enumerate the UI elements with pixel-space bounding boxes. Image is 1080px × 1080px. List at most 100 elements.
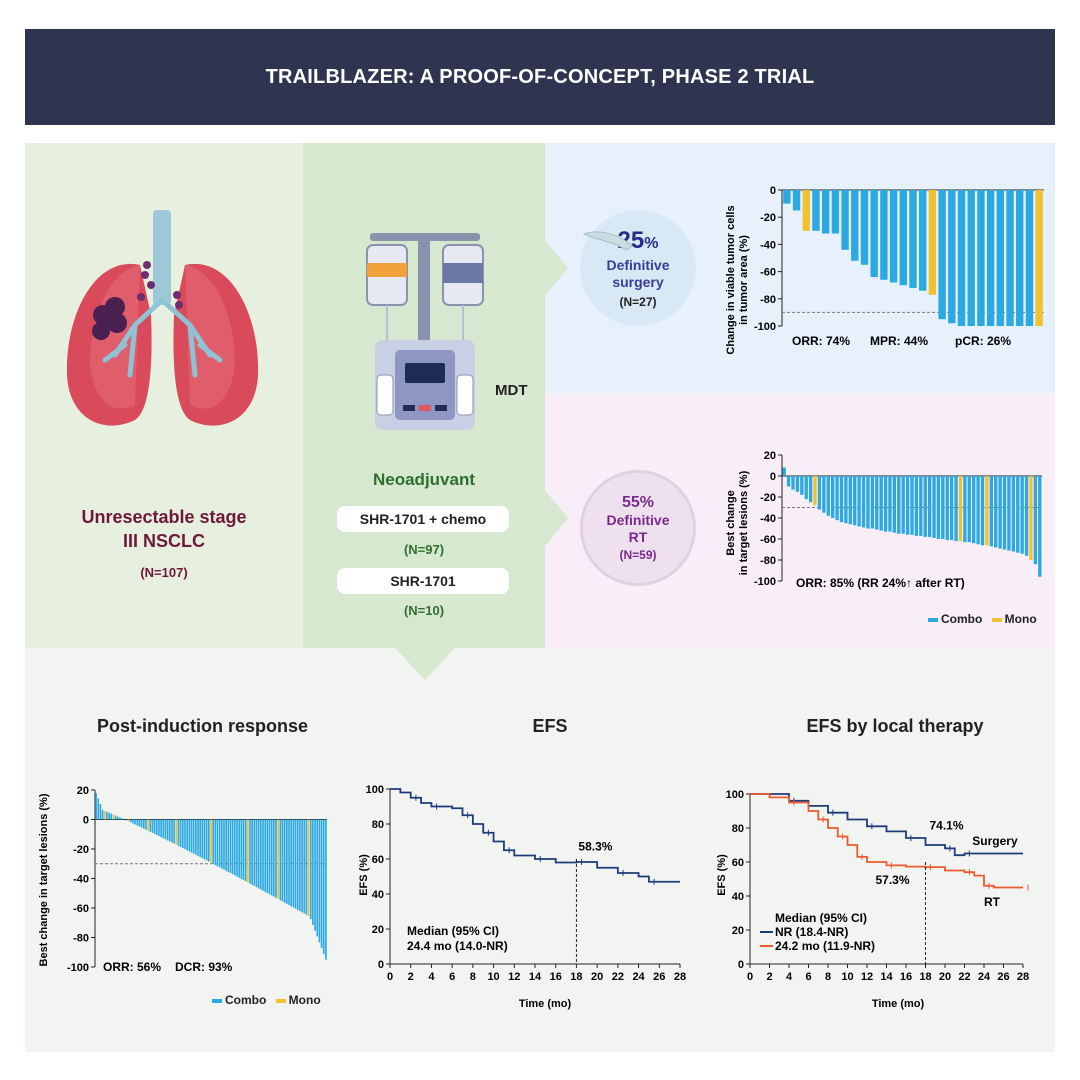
post-bar xyxy=(234,819,236,876)
rt-bar xyxy=(813,476,817,506)
legend-mono-swatch xyxy=(991,617,1002,622)
post-bar xyxy=(112,814,115,820)
post-bar xyxy=(177,819,180,846)
efs-xtick-label: 2 xyxy=(408,971,414,983)
rt-bar xyxy=(901,476,905,534)
post-bar xyxy=(164,819,167,840)
post-bar xyxy=(197,819,199,856)
post-ytick-label: -20 xyxy=(73,844,89,856)
rt-ytick-label: -60 xyxy=(760,534,776,546)
efsl-marker-surgery: 74.1% xyxy=(930,819,964,833)
post-bar xyxy=(325,819,327,960)
surgery-bar xyxy=(812,190,820,231)
surgery-bar xyxy=(792,190,801,211)
efs-xtick-label: 8 xyxy=(470,971,476,983)
rt-bar xyxy=(980,476,985,546)
rt-circle: 55% Definitive RT (N=59) xyxy=(580,470,696,586)
efs-xtick-label: 20 xyxy=(591,971,603,983)
rt-ytick-label: -100 xyxy=(754,576,776,588)
rt-bar xyxy=(844,476,848,524)
efsl-xtick-label: 10 xyxy=(841,971,853,983)
rt-bar xyxy=(800,476,804,495)
rt-waterfall-chart: 20 0 -20 -40 -60 -80 -100 Best change in targe… xyxy=(725,450,1042,590)
arm1-n: (N=97) xyxy=(403,542,445,557)
efsl-xtick-label: 24 xyxy=(978,971,991,983)
efs-xtick-label: 10 xyxy=(487,971,499,983)
post-bar xyxy=(147,819,149,831)
post-bar xyxy=(190,819,193,853)
post-bar xyxy=(179,819,182,847)
post-induction-title: Post-induction response xyxy=(96,716,309,736)
efs-xtick-label: 18 xyxy=(570,971,582,983)
efsl-xtick-label: 16 xyxy=(900,971,912,983)
post-bar xyxy=(266,819,269,894)
efsl-ytick-label: 0 xyxy=(738,959,744,971)
post-bar xyxy=(294,819,297,909)
rt-bar xyxy=(1029,476,1033,560)
post-legend-combo-swatch xyxy=(212,998,222,1003)
post-bar xyxy=(307,819,310,916)
efs-xtick-label: 0 xyxy=(387,971,393,983)
post-bar xyxy=(151,819,154,833)
arm1-label: SHR-1701 + chemo xyxy=(359,511,487,527)
surgery-circle: 25% Definitive surgery (N=27) xyxy=(580,210,696,326)
legend-mono-label: Mono xyxy=(1004,612,1037,626)
population-label-line2: III NSCLC xyxy=(122,531,205,551)
post-ylabel: Best change in target lesions (%) xyxy=(38,793,50,966)
surgery-percent-sign: % xyxy=(644,234,659,252)
efsl-median-title: Median (95% CI) xyxy=(775,911,867,925)
surgery-label-line2: surgery xyxy=(612,273,664,290)
rt-bar xyxy=(879,476,883,531)
neoadjuvant-title: Neoadjuvant xyxy=(372,470,476,489)
post-bar xyxy=(270,819,273,896)
surgery-bar xyxy=(919,190,927,291)
efsl-xtick-label: 2 xyxy=(766,971,772,983)
rt-bar xyxy=(914,476,919,536)
efs-ytick-label: 0 xyxy=(378,959,384,971)
surgery-bar xyxy=(977,190,985,326)
arrow-mid-to-results xyxy=(395,648,455,680)
rt-bar xyxy=(839,476,844,523)
surgery-bar xyxy=(957,190,966,326)
arrow-mid-to-surgery xyxy=(545,240,568,296)
surgery-ytick-label: -80 xyxy=(760,294,776,306)
efsl-series-line-1 xyxy=(750,793,1023,889)
rt-bar xyxy=(835,476,839,521)
efsl-series-surgery-label: Surgery xyxy=(972,834,1018,848)
post-bar xyxy=(95,792,97,820)
surgery-bar xyxy=(938,190,946,320)
efs-ytick-label: 60 xyxy=(372,854,384,866)
rt-bar xyxy=(804,476,808,500)
post-bar xyxy=(201,819,204,859)
efsl-xtick-label: 4 xyxy=(786,971,793,983)
post-bar xyxy=(296,819,299,910)
surgery-bar xyxy=(909,190,917,288)
post-bar xyxy=(231,819,234,875)
page-header: TRAILBLAZER: A PROOF-OF-CONCEPT, PHASE 2… xyxy=(25,29,1055,125)
surgery-bar xyxy=(802,190,810,231)
efsl-xtick-label: 12 xyxy=(861,971,873,983)
surgery-bar xyxy=(986,190,995,326)
post-bar xyxy=(322,819,325,955)
rt-bar xyxy=(866,476,870,529)
rt-bar xyxy=(857,476,861,527)
rt-bar xyxy=(985,476,989,546)
efs-xtick-label: 6 xyxy=(449,971,455,983)
post-bar xyxy=(134,819,136,825)
surgery-mpr: MPR: 44% xyxy=(870,334,928,348)
efsl-xtick-label: 6 xyxy=(805,971,811,983)
post-bar xyxy=(162,819,165,839)
post-bar xyxy=(286,819,288,904)
rt-bar xyxy=(927,476,932,537)
efs-xtick-label: 14 xyxy=(529,971,542,983)
rt-bar xyxy=(817,476,822,510)
rt-bar xyxy=(994,476,998,548)
surgery-bar xyxy=(889,190,898,283)
post-bar xyxy=(288,819,290,906)
efs-xtick-label: 12 xyxy=(508,971,520,983)
post-bar xyxy=(320,819,323,949)
legend-combo-label: Combo xyxy=(941,612,983,626)
post-bar xyxy=(277,819,280,900)
efsl-xtick-label: 8 xyxy=(825,971,831,983)
population-label: Unresectable stage III NSCLC xyxy=(25,505,303,553)
